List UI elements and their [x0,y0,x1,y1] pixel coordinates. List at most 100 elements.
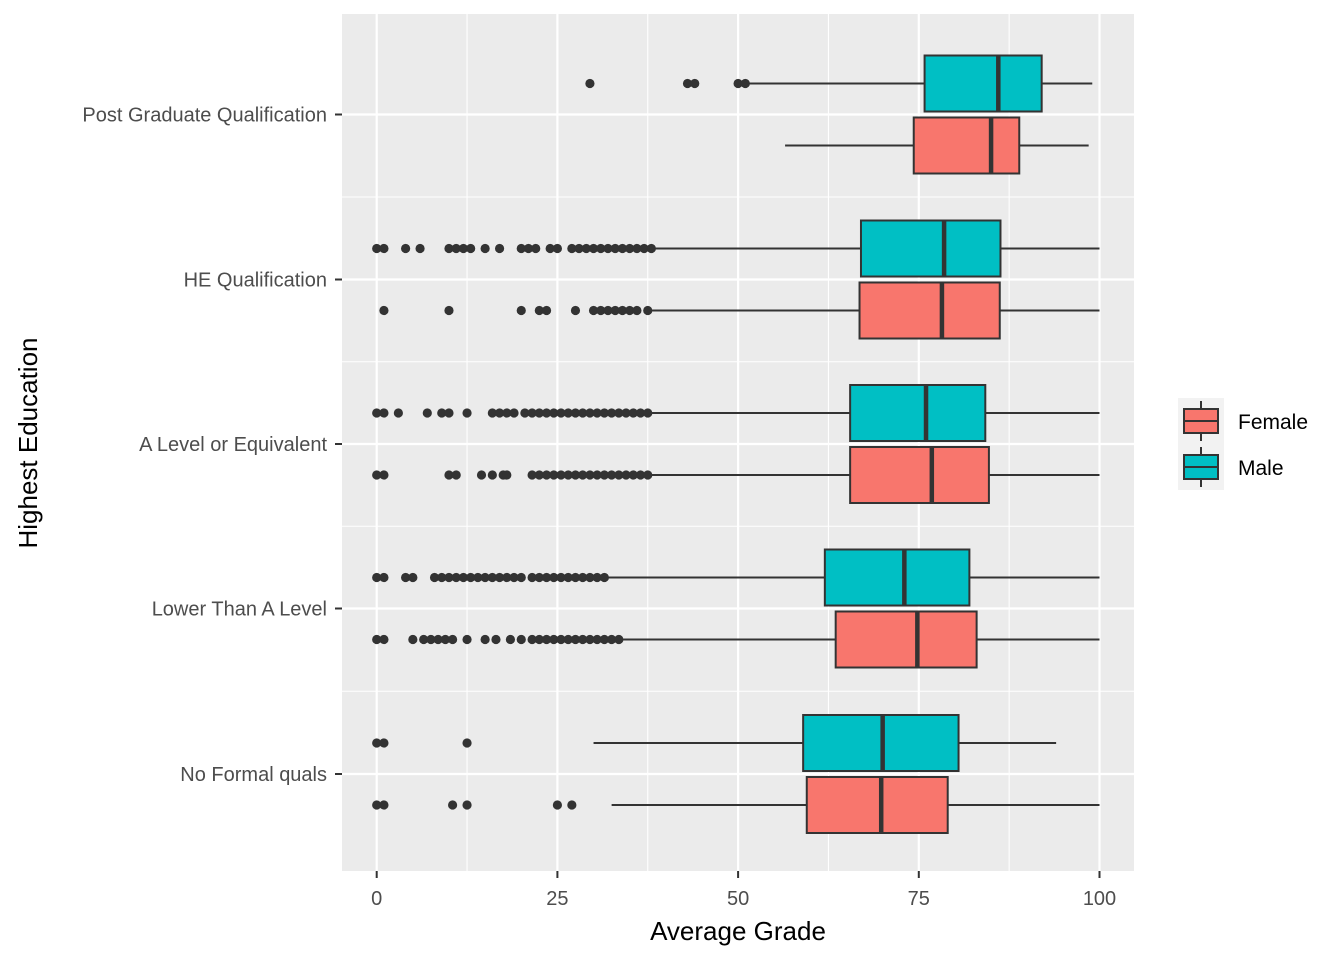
outlier-point [372,470,382,480]
outlier-point [379,470,389,480]
x-axis: 0 25 50 75 100 [371,871,1116,910]
box-female [372,776,1100,834]
box-iqr [912,116,1021,175]
outlier-point [570,408,581,418]
outlier-point [520,408,530,418]
outlier-point [487,408,497,418]
outlier-point [379,243,389,254]
outlier-point [578,634,588,645]
outlier-point [419,634,429,645]
outlier-point [585,572,595,583]
outlier-point [592,634,602,645]
outlier-point [567,243,577,254]
outlier-point [588,305,599,316]
x-tick-label: 75 [908,888,930,910]
outlier-point [401,572,411,583]
outlier-point [505,634,516,645]
outlier-point [570,470,581,480]
box-iqr [849,446,990,504]
box-female [372,610,1100,669]
outlier-point [621,470,631,480]
outlier-point [433,634,443,645]
outlier-point [534,470,544,480]
outlier-point [458,243,469,254]
outlier-point [534,305,544,316]
y-tick-label: A Level or Equivalent [139,434,327,456]
box-female [379,281,1100,340]
outlier-point [480,572,490,583]
outlier-point [563,572,573,583]
outlier-point [466,243,476,254]
outlier-point [415,243,425,254]
outlier-point [549,408,559,418]
x-tick-label: 100 [1083,888,1116,910]
outlier-point [617,305,628,316]
outlier-point [635,408,646,418]
outlier-point [607,470,617,480]
outlier-point [534,408,544,418]
series-male [372,54,1100,772]
outlier-point [451,243,461,254]
box-male [372,548,1100,607]
y-tick-label: No Formal quals [180,764,327,786]
outlier-point [570,634,581,645]
box-iqr [834,610,978,669]
outlier-point [617,243,628,254]
outlier-point [462,738,472,748]
outlier-point [578,470,588,480]
outlier-point [570,572,581,583]
outlier-point [437,408,447,418]
outlier-point [502,572,512,583]
legend-label: Female [1238,411,1308,434]
outlier-point [437,572,447,583]
outlier-point [494,408,505,418]
box-male [585,54,1093,113]
legend-item-female: Female [1183,401,1308,441]
outlier-point [509,408,519,418]
outlier-point [549,634,559,645]
outlier-point [408,634,418,645]
box-male [372,714,1057,772]
outlier-point [534,634,544,645]
outlier-point [733,78,743,89]
outlier-point [494,243,505,254]
outlier-point [643,470,653,480]
outlier-point [502,470,512,480]
outlier-point [556,408,566,418]
outlier-point [408,572,418,583]
y-tick-label: Lower Than A Level [152,599,327,621]
outlier-point [567,800,577,810]
outlier-point [607,408,617,418]
outlier-point [426,634,436,645]
outlier-point [632,243,642,254]
outlier-point [570,305,581,316]
outlier-point [444,408,454,418]
box-series [372,54,1100,834]
outlier-point [447,800,458,810]
outlier-point [372,572,382,583]
outlier-point [682,78,693,89]
outlier-point [610,305,620,316]
outlier-point [592,470,602,480]
outlier-point [476,470,487,480]
outlier-point [552,243,563,254]
outlier-point [466,572,476,583]
outlier-point [447,634,458,645]
outlier-point [509,572,519,583]
y-tick-label: Post Graduate Qualification [82,105,327,127]
outlier-point [379,738,389,748]
outlier-point [603,305,613,316]
outlier-point [502,408,512,418]
outlier-point [372,800,382,810]
outlier-point [563,408,573,418]
outlier-point [440,634,450,645]
outlier-point [487,470,497,480]
box-female [372,446,1100,504]
outlier-point [603,243,613,254]
outlier-point [444,243,454,254]
outlier-point [563,470,573,480]
outlier-point [541,408,552,418]
outlier-point [444,305,454,316]
outlier-point [596,243,606,254]
